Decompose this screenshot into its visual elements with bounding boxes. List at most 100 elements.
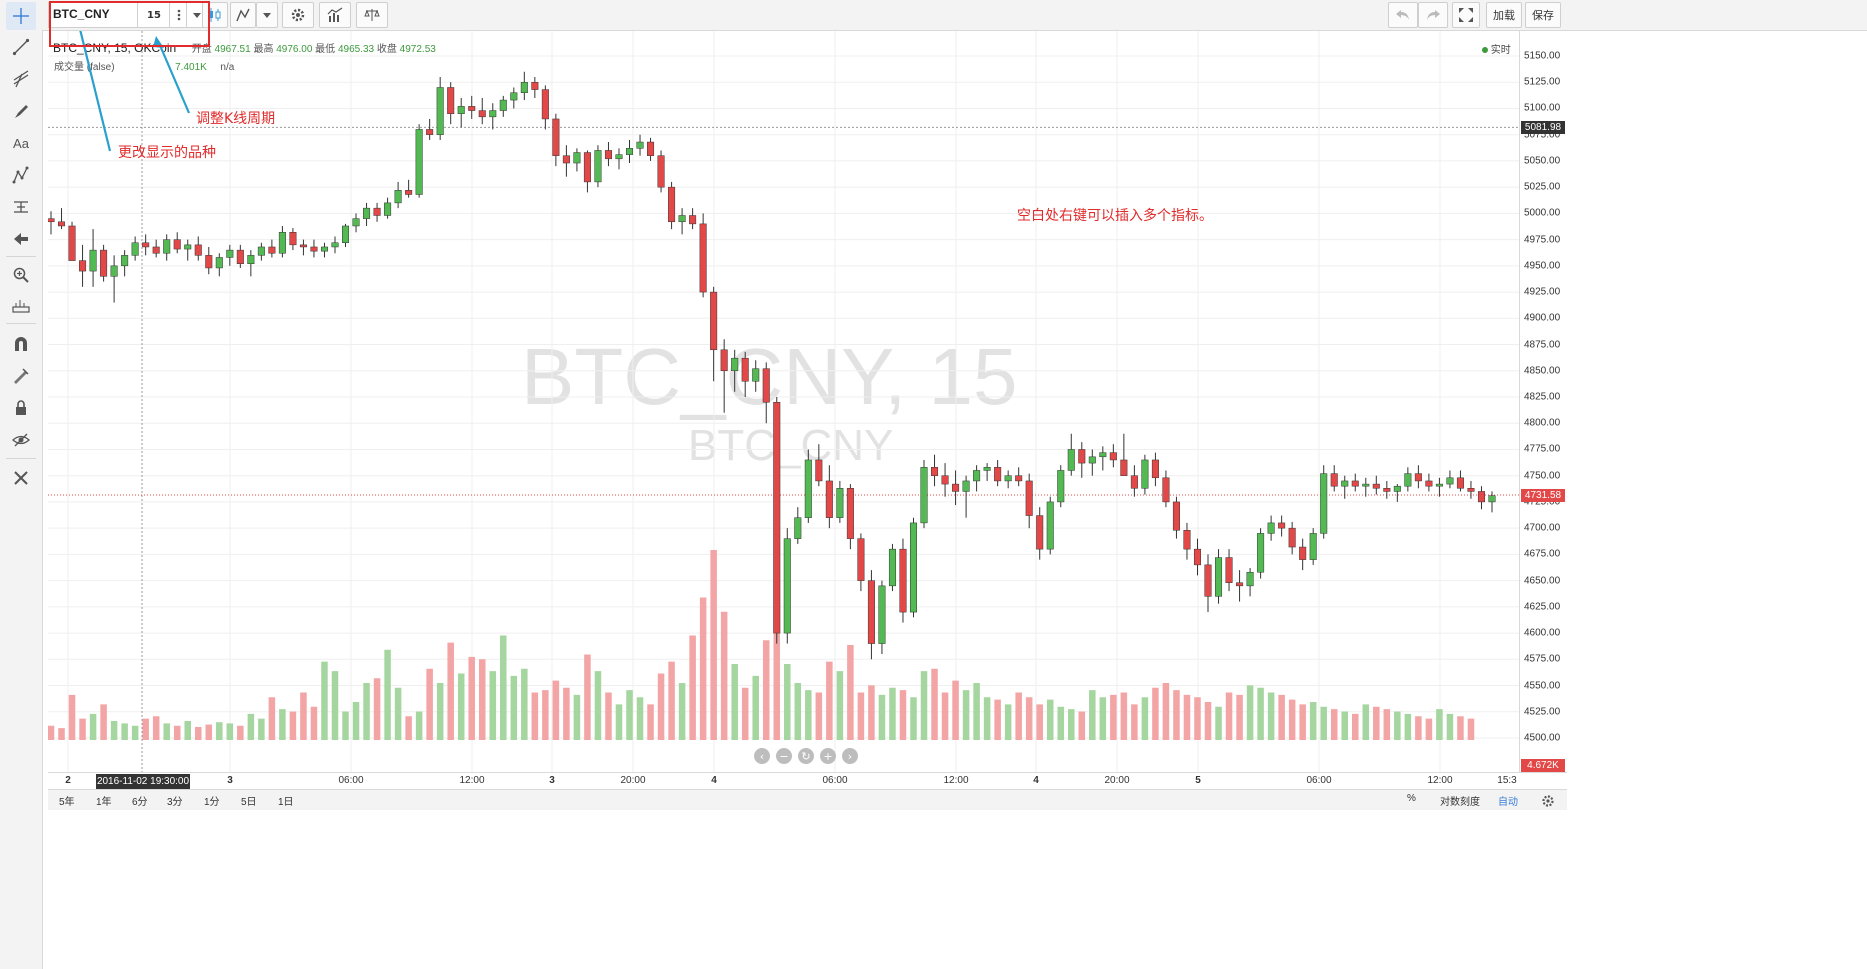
candle	[1425, 473, 1433, 492]
more-menu-icon[interactable]	[169, 3, 187, 27]
range-button[interactable]: 1日	[278, 797, 294, 808]
volume-label[interactable]: 成交量 (false)	[54, 62, 115, 73]
range-button[interactable]: 5日	[241, 797, 257, 808]
symbol-input[interactable]: BTC_CNY	[53, 7, 110, 21]
candle	[79, 244, 87, 287]
auto-scale-button[interactable]: 自动	[1498, 797, 1518, 808]
volume-bar	[626, 690, 633, 740]
candle-body	[668, 186, 676, 223]
candle-body	[68, 225, 76, 261]
series-title[interactable]: BTC_CNY, 15, OKCoin	[53, 41, 177, 55]
magnet-icon[interactable]	[6, 330, 36, 358]
volume-price-tag: 4.672K	[1521, 759, 1565, 772]
volume-bar	[594, 671, 602, 740]
candle	[1435, 477, 1443, 497]
volume-bar	[784, 664, 791, 740]
time-axis[interactable]: 2 3 06:00 12:00 3 20:00 4 06:00 12:00 4 20:00 5 06:0…	[48, 772, 1567, 790]
indicators-icon[interactable]	[319, 2, 351, 28]
candle-body	[720, 349, 728, 372]
price-tick-label: 4525.00	[1524, 706, 1561, 718]
price-axis[interactable]: 5150.00 5125.00 5100.00 5075.00 5050.00 5025.…	[1519, 31, 1568, 772]
candle	[657, 150, 665, 193]
candle	[173, 232, 181, 254]
percent-scale-button[interactable]: %	[1407, 793, 1416, 804]
volume-bar	[636, 697, 644, 740]
candle	[373, 202, 381, 222]
settings-gear-icon[interactable]	[1541, 793, 1555, 807]
volume-bar	[1246, 685, 1254, 740]
settings-gear-icon[interactable]	[282, 2, 314, 28]
range-button[interactable]: 1分	[204, 797, 220, 808]
scroll-right-icon[interactable]: ›	[842, 748, 858, 764]
range-button[interactable]: 6分	[132, 797, 148, 808]
range-button[interactable]: 5年	[59, 797, 75, 808]
candle-body	[1172, 501, 1180, 531]
volume-bar	[1352, 713, 1359, 740]
scale-icon[interactable]	[356, 2, 388, 28]
arrow-left-icon[interactable]	[6, 225, 36, 253]
redo-icon[interactable]	[1418, 2, 1448, 28]
volume-bar	[184, 721, 191, 740]
range-button[interactable]: 1年	[96, 797, 112, 808]
series-legend: BTC_CNY, 15, OKCoin 开盘 4967.51 最高 4976.0…	[53, 40, 436, 55]
crosshair-icon[interactable]	[6, 2, 36, 30]
load-button[interactable]: 加载	[1486, 2, 1522, 28]
volume-bar	[58, 728, 65, 740]
interval-selector[interactable]: 15	[137, 3, 170, 27]
candle-body	[583, 152, 591, 183]
price-tick-label: 4550.00	[1524, 680, 1561, 692]
pattern-icon[interactable]	[6, 161, 36, 189]
candle	[1099, 446, 1107, 471]
lock-icon[interactable]	[6, 394, 36, 422]
candle-body	[888, 548, 896, 587]
volume-bar	[1110, 694, 1117, 740]
log-scale-button[interactable]: 对数刻度	[1440, 797, 1480, 808]
measure-icon[interactable]	[6, 193, 36, 221]
chevron-down-icon[interactable]	[256, 2, 278, 28]
volume-bar	[552, 680, 560, 740]
volume-bar	[1288, 699, 1296, 740]
tools-icon[interactable]	[6, 464, 36, 492]
volume-bar	[1078, 711, 1086, 740]
price-chart-svg[interactable]	[48, 31, 1519, 772]
save-button[interactable]: 保存	[1525, 2, 1561, 28]
symbol-selector[interactable]: BTC_CNY 15	[48, 2, 206, 28]
annotation-right-click-hint: 空白处右键可以插入多个指标。	[1017, 208, 1213, 224]
eye-hide-icon[interactable]	[6, 426, 36, 454]
zoom-out-icon[interactable]: −	[776, 748, 792, 764]
candle-body	[79, 260, 87, 272]
candle	[962, 475, 970, 518]
range-button[interactable]: 3分	[167, 797, 183, 808]
chevron-down-icon[interactable]	[186, 3, 206, 27]
lock-drawing-icon[interactable]	[6, 362, 36, 390]
candle	[594, 145, 602, 188]
candle	[278, 225, 286, 258]
interval-value: 15	[147, 9, 161, 21]
compare-icon[interactable]	[230, 2, 256, 28]
candle	[857, 533, 865, 592]
fullscreen-icon[interactable]	[1452, 2, 1480, 28]
candle-body	[1362, 483, 1370, 487]
candle-style-icon[interactable]	[202, 2, 228, 28]
undo-icon[interactable]	[1388, 2, 1418, 28]
candle	[1488, 491, 1496, 513]
candle-body	[1036, 515, 1044, 550]
text-icon[interactable]: Aa	[13, 135, 29, 151]
candle-body	[909, 522, 918, 613]
zoom-icon[interactable]	[6, 261, 36, 289]
candle	[131, 236, 139, 261]
zoom-in-icon[interactable]: +	[820, 748, 836, 764]
candle	[1246, 568, 1254, 597]
scroll-left-icon[interactable]: ‹	[754, 748, 770, 764]
chart-pane[interactable]: BTC_CNY, 15 BTC_CNY BTC_CNY, 15, OKCoin …	[48, 31, 1519, 772]
reset-icon[interactable]: ↻	[798, 748, 814, 764]
candle	[699, 213, 707, 298]
candle-body	[952, 483, 960, 492]
ruler-icon[interactable]	[6, 292, 36, 320]
candle	[89, 229, 97, 287]
volume-bar	[310, 706, 318, 740]
trend-line-icon[interactable]	[6, 33, 36, 61]
brush-icon[interactable]	[6, 97, 36, 125]
volume-bar	[1225, 692, 1233, 740]
fib-icon[interactable]	[6, 65, 36, 93]
